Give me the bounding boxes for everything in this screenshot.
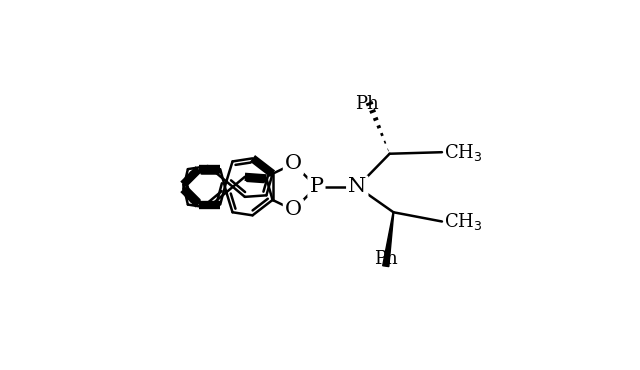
Text: Ph: Ph: [355, 95, 378, 113]
Text: CH$_3$: CH$_3$: [444, 142, 483, 163]
Text: P: P: [310, 177, 323, 196]
Text: N: N: [348, 177, 366, 196]
Text: O: O: [285, 154, 302, 173]
Polygon shape: [383, 212, 394, 267]
Text: O: O: [285, 201, 302, 219]
Text: Ph: Ph: [374, 250, 397, 268]
Text: CH$_3$: CH$_3$: [444, 211, 483, 232]
